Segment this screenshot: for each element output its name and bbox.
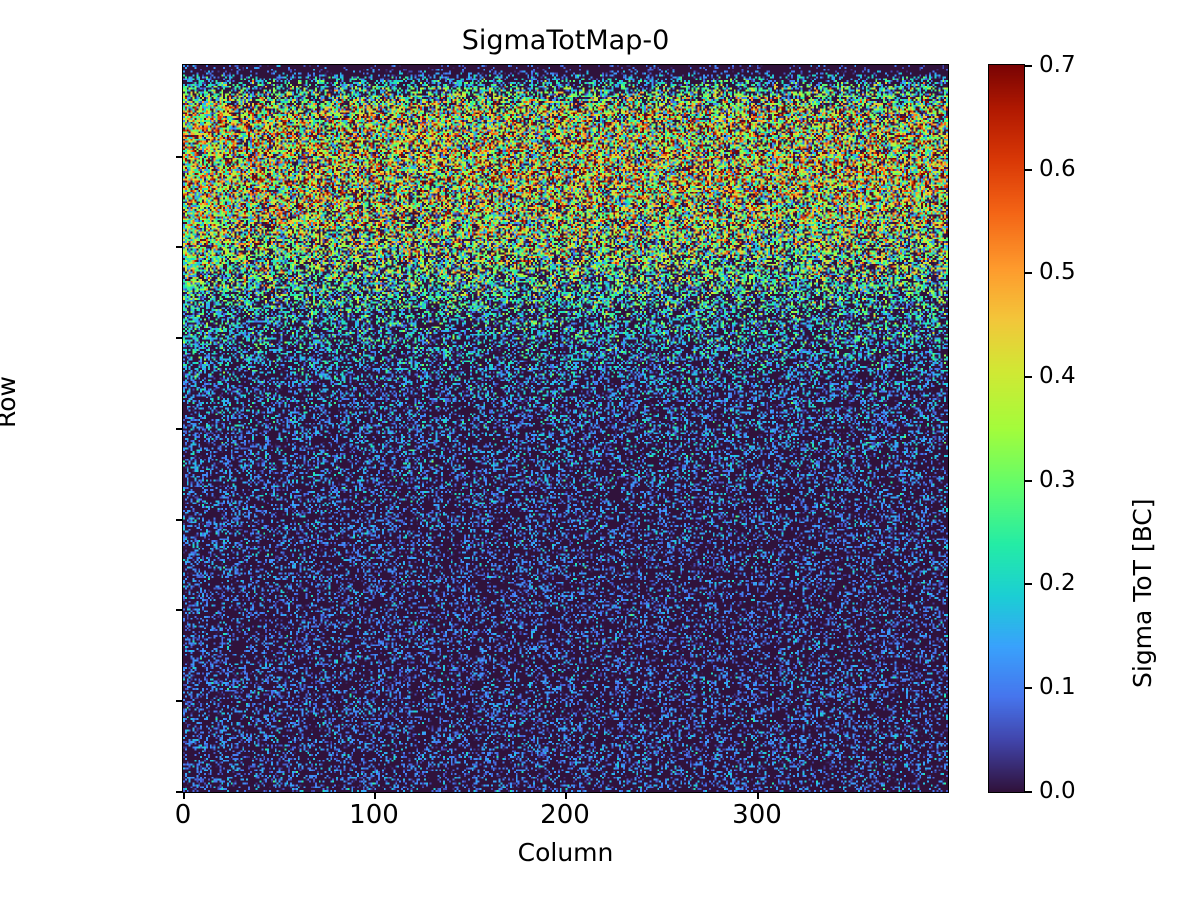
colorbar (987, 63, 1025, 793)
y-axis-label: Row (0, 376, 21, 428)
y-tick-mark (176, 519, 183, 521)
x-tick-label: 100 (349, 800, 399, 830)
y-tick-mark (176, 156, 183, 158)
colorbar-tick-label: 0.0 (1039, 778, 1076, 804)
x-tick-mark (757, 792, 759, 799)
colorbar-tick-mark (1025, 480, 1032, 482)
colorbar-tick-mark (1025, 791, 1032, 793)
y-tick-mark (176, 337, 183, 339)
colorbar-tick-label: 0.2 (1039, 570, 1076, 596)
colorbar-tick-label: 0.3 (1039, 467, 1076, 493)
colorbar-tick-mark (1025, 65, 1032, 67)
x-tick-mark (374, 792, 376, 799)
colorbar-tick-label: 0.6 (1039, 156, 1076, 182)
colorbar-tick-mark (1025, 376, 1032, 378)
heatmap-image (182, 64, 948, 792)
colorbar-gradient (988, 64, 1024, 792)
colorbar-tick-label: 0.4 (1039, 363, 1076, 389)
heatmap-plot-area (181, 63, 949, 793)
x-axis-label: Column (517, 838, 614, 867)
x-tick-label: 0 (174, 800, 192, 830)
x-tick-label: 200 (540, 800, 590, 830)
x-tick-mark (565, 792, 567, 799)
x-tick-label: 300 (732, 800, 782, 830)
colorbar-tick-mark (1025, 583, 1032, 585)
x-tick-mark (183, 792, 185, 799)
colorbar-tick-mark (1025, 169, 1032, 171)
y-tick-mark (176, 791, 183, 793)
colorbar-tick-label: 0.5 (1039, 259, 1076, 285)
y-tick-mark (176, 700, 183, 702)
colorbar-label: Sigma ToT [BC] (1128, 498, 1157, 688)
y-tick-mark (176, 609, 183, 611)
colorbar-tick-mark (1025, 687, 1032, 689)
colorbar-tick-mark (1025, 272, 1032, 274)
page-title: SigmaTotMap-0 (461, 25, 670, 56)
y-tick-mark (176, 246, 183, 248)
colorbar-tick-label: 0.1 (1039, 674, 1076, 700)
y-tick-mark (176, 428, 183, 430)
colorbar-tick-label: 0.7 (1039, 52, 1076, 78)
